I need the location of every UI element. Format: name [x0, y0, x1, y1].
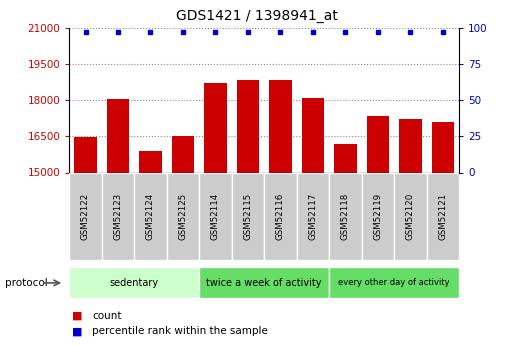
Text: twice a week of activity: twice a week of activity [206, 278, 322, 288]
Bar [199, 172, 232, 260]
Text: count: count [92, 311, 122, 321]
Bar [139, 151, 162, 172]
Bar [399, 119, 422, 172]
Text: GSM52123: GSM52123 [113, 193, 123, 240]
Bar [431, 122, 454, 172]
Text: GSM52118: GSM52118 [341, 193, 350, 240]
Text: GSM52122: GSM52122 [81, 193, 90, 240]
Bar [236, 80, 259, 172]
Bar [329, 267, 459, 298]
Bar [107, 99, 129, 172]
Bar [102, 172, 134, 260]
Text: percentile rank within the sample: percentile rank within the sample [92, 326, 268, 336]
Text: GSM52121: GSM52121 [439, 193, 447, 240]
Text: GDS1421 / 1398941_at: GDS1421 / 1398941_at [175, 9, 338, 23]
Bar [232, 172, 264, 260]
Bar [427, 172, 459, 260]
Bar [69, 172, 102, 260]
Bar [167, 172, 199, 260]
Bar [362, 172, 394, 260]
Bar [394, 172, 427, 260]
Text: GSM52117: GSM52117 [308, 193, 318, 240]
Bar [297, 172, 329, 260]
Bar [74, 138, 97, 172]
Text: GSM52125: GSM52125 [179, 193, 187, 240]
Text: sedentary: sedentary [110, 278, 159, 288]
Text: GSM52119: GSM52119 [373, 193, 382, 240]
Bar [199, 267, 329, 298]
Bar [302, 98, 324, 172]
Text: every other day of activity: every other day of activity [339, 278, 450, 287]
Text: GSM52116: GSM52116 [276, 193, 285, 240]
Bar [334, 144, 357, 172]
Bar [171, 136, 194, 172]
Bar [204, 83, 227, 172]
Text: GSM52120: GSM52120 [406, 193, 415, 240]
Text: ■: ■ [72, 326, 82, 336]
Text: GSM52115: GSM52115 [244, 193, 252, 240]
Bar [69, 267, 199, 298]
Text: protocol: protocol [5, 278, 48, 288]
Text: ■: ■ [72, 311, 82, 321]
Bar [329, 172, 362, 260]
Bar [264, 172, 297, 260]
Text: GSM52124: GSM52124 [146, 193, 155, 240]
Text: GSM52114: GSM52114 [211, 193, 220, 240]
Bar [269, 80, 292, 172]
Bar [134, 172, 167, 260]
Bar [366, 117, 389, 172]
